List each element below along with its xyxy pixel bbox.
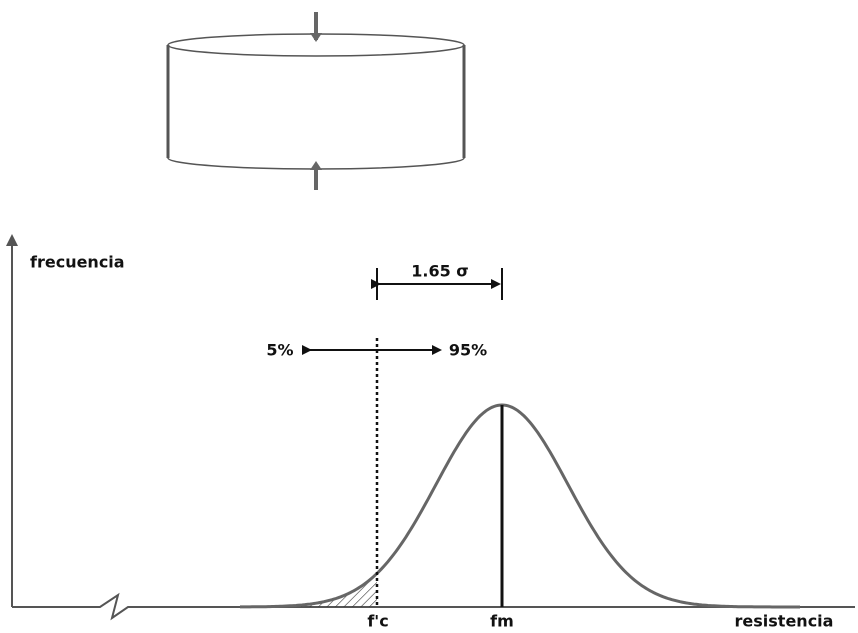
fc-label: f'c [367, 612, 388, 631]
fm-label: fm [490, 612, 514, 631]
y-axis-label: frecuencia [30, 253, 125, 272]
y-axis-arrow [6, 234, 18, 246]
load-arrowhead-top [310, 33, 322, 42]
left-pct: 5% [266, 341, 293, 360]
load-arrowhead-bottom [310, 161, 322, 170]
x-axis-label: resistencia [735, 612, 834, 631]
hatched-area [240, 573, 377, 607]
sigma-label: 1.65 σ [411, 262, 469, 281]
normal-curve [240, 403, 800, 609]
right-pct: 95% [449, 341, 487, 360]
cylinder [166, 33, 466, 170]
